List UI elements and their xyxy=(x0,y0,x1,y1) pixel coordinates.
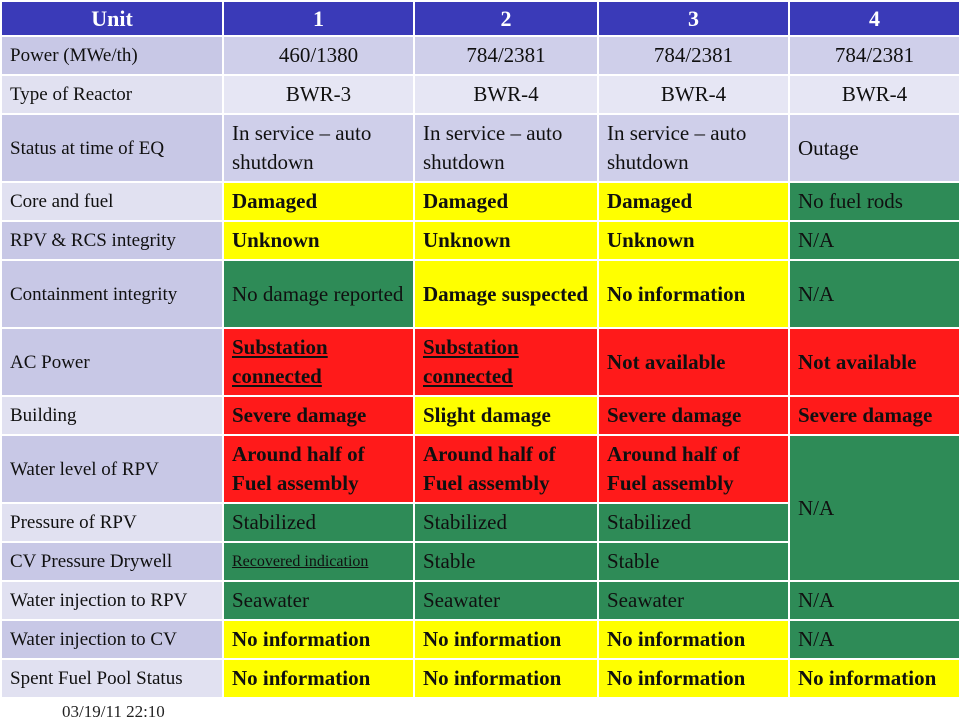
cell: Around half of Fuel assembly xyxy=(597,434,790,504)
cell: No information xyxy=(597,619,790,660)
cell: No information xyxy=(597,658,790,699)
row-water-level: Water level of RPV Around half of Fuel a… xyxy=(0,434,959,582)
row-containment: Containment integrity No damage reported… xyxy=(0,259,959,329)
row-power: Power (MWe/th) 460/1380 784/2381 784/238… xyxy=(0,35,959,76)
cell: Damaged xyxy=(222,181,415,222)
row-label: AC Power xyxy=(0,327,224,397)
row-label: Status at time of EQ xyxy=(0,113,224,183)
cell: N/A xyxy=(788,619,959,660)
cell: Damage suspected xyxy=(413,259,599,329)
row-label: Spent Fuel Pool Status xyxy=(0,658,224,699)
row-label: Building xyxy=(0,395,224,436)
cell: Around half of Fuel assembly xyxy=(222,434,415,504)
cell: Stabilized xyxy=(413,502,599,543)
cell: Unknown xyxy=(222,220,415,261)
footer-timestamp: 03/19/11 22:10 xyxy=(62,702,165,721)
cell: 460/1380 xyxy=(222,35,415,76)
cell: No information xyxy=(222,658,415,699)
cell: Substation connected xyxy=(413,327,599,397)
row-spent-fuel: Spent Fuel Pool Status No information No… xyxy=(0,658,959,699)
row-label: Power (MWe/th) xyxy=(0,35,224,76)
cell: No fuel rods xyxy=(788,181,959,222)
row-label: Type of Reactor xyxy=(0,74,224,115)
header-unit: Unit xyxy=(0,0,224,37)
row-ac-power: AC Power Substation connected Substation… xyxy=(0,327,959,397)
cell: In service – auto shutdown xyxy=(222,113,415,183)
cell: Stabilized xyxy=(222,502,415,543)
unit4-merged-cell: N/A xyxy=(788,434,959,582)
row-label: Core and fuel xyxy=(0,181,224,222)
cell: Substation connected xyxy=(222,327,415,397)
row-label: Water level of RPV xyxy=(0,434,224,504)
header-unit-4: 4 xyxy=(788,0,959,37)
header-unit-1: 1 xyxy=(222,0,415,37)
cell: Outage xyxy=(788,113,959,183)
row-core: Core and fuel Damaged Damaged Damaged No… xyxy=(0,181,959,222)
cell: No damage reported xyxy=(222,259,415,329)
cell: N/A xyxy=(788,220,959,261)
cell: Unknown xyxy=(597,220,790,261)
row-label: RPV & RCS integrity xyxy=(0,220,224,261)
row-injection-rpv: Water injection to RPV Seawater Seawater… xyxy=(0,580,959,621)
cell: Stable xyxy=(413,541,599,582)
header-unit-3: 3 xyxy=(597,0,790,37)
cell: Seawater xyxy=(413,580,599,621)
cell: In service – auto shutdown xyxy=(413,113,599,183)
cell: Damaged xyxy=(597,181,790,222)
header-unit-2: 2 xyxy=(413,0,599,37)
cell: No information xyxy=(413,658,599,699)
row-label: Water injection to CV xyxy=(0,619,224,660)
cell: Seawater xyxy=(222,580,415,621)
cell: Stable xyxy=(597,541,790,582)
cell: Severe damage xyxy=(222,395,415,436)
cell: 784/2381 xyxy=(597,35,790,76)
cell: Recovered indication xyxy=(222,541,415,582)
row-label: Water injection to RPV xyxy=(0,580,224,621)
cell: BWR-4 xyxy=(788,74,959,115)
cell: BWR-3 xyxy=(222,74,415,115)
cell: Damaged xyxy=(413,181,599,222)
row-label: CV Pressure Drywell xyxy=(0,541,224,582)
cell: Around half of Fuel assembly xyxy=(413,434,599,504)
cell: 784/2381 xyxy=(413,35,599,76)
row-rpv: RPV & RCS integrity Unknown Unknown Unkn… xyxy=(0,220,959,261)
row-pressure: Pressure of RPV Stabilized Stabilized St… xyxy=(0,502,959,543)
row-building: Building Severe damage Slight damage Sev… xyxy=(0,395,959,436)
cell: Not available xyxy=(597,327,790,397)
cell: 784/2381 xyxy=(788,35,959,76)
cell: No information xyxy=(597,259,790,329)
row-reactor: Type of Reactor BWR-3 BWR-4 BWR-4 BWR-4 xyxy=(0,74,959,115)
cell: No information xyxy=(788,658,959,699)
cell: N/A xyxy=(788,259,959,329)
cell: N/A xyxy=(788,580,959,621)
cell: BWR-4 xyxy=(597,74,790,115)
row-label: Pressure of RPV xyxy=(0,502,224,543)
cell: Severe damage xyxy=(788,395,959,436)
cell: Stabilized xyxy=(597,502,790,543)
cell: Not available xyxy=(788,327,959,397)
row-cv-pressure: CV Pressure Drywell Recovered indication… xyxy=(0,541,959,582)
cell: In service – auto shutdown xyxy=(597,113,790,183)
cell: Unknown xyxy=(413,220,599,261)
cell: No information xyxy=(222,619,415,660)
cell: Severe damage xyxy=(597,395,790,436)
cell: BWR-4 xyxy=(413,74,599,115)
row-injection-cv: Water injection to CV No information No … xyxy=(0,619,959,660)
cell: Slight damage xyxy=(413,395,599,436)
row-label: Containment integrity xyxy=(0,259,224,329)
cell: Seawater xyxy=(597,580,790,621)
cell: No information xyxy=(413,619,599,660)
header-row: Unit 1 2 3 4 xyxy=(0,0,959,37)
row-status: Status at time of EQ In service – auto s… xyxy=(0,113,959,183)
status-table: Unit 1 2 3 4 Power (MWe/th) 460/1380 784… xyxy=(0,0,959,699)
